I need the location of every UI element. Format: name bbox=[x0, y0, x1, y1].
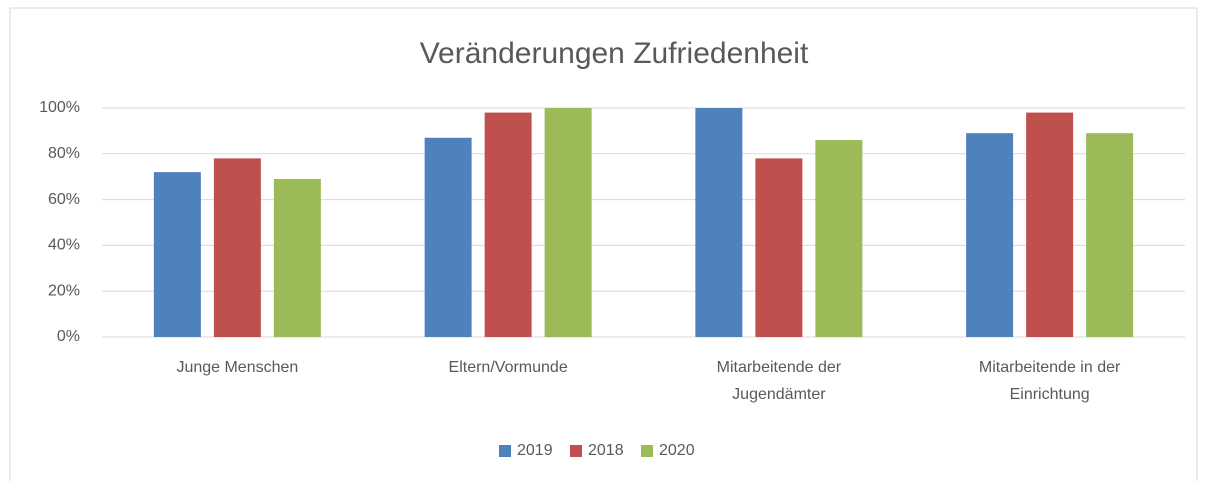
legend-label: 2019 bbox=[517, 442, 553, 459]
chart-title: Veränderungen Zufriedenheit bbox=[420, 37, 809, 70]
bar bbox=[544, 108, 592, 337]
bar bbox=[273, 178, 321, 337]
bar bbox=[424, 137, 472, 337]
legend-label: 2018 bbox=[588, 442, 624, 459]
y-tick-label: 0% bbox=[57, 328, 80, 345]
legend-swatch bbox=[570, 445, 582, 457]
bar bbox=[1026, 112, 1074, 337]
bar bbox=[1086, 133, 1134, 337]
y-tick-label: 80% bbox=[48, 145, 80, 162]
bar bbox=[966, 133, 1014, 337]
legend-swatch bbox=[641, 445, 653, 457]
y-tick-label: 20% bbox=[48, 282, 80, 299]
y-tick-label: 40% bbox=[48, 237, 80, 254]
x-tick-label: Mitarbeitende in der Einrichtung bbox=[978, 359, 1121, 403]
y-tick-label: 60% bbox=[48, 191, 80, 208]
y-tick-label: 100% bbox=[39, 99, 80, 116]
bar bbox=[484, 112, 532, 337]
bar bbox=[213, 158, 261, 337]
bar bbox=[153, 172, 201, 337]
bar bbox=[695, 108, 743, 337]
x-tick-label: Mitarbeitende der Jugendämter bbox=[716, 359, 842, 403]
x-tick-label: Eltern/Vormunde bbox=[448, 359, 568, 376]
legend-swatch bbox=[499, 445, 511, 457]
x-tick-label: Junge Menschen bbox=[176, 359, 299, 376]
bar bbox=[815, 140, 863, 337]
bar bbox=[755, 158, 803, 337]
legend-label: 2020 bbox=[659, 442, 695, 459]
